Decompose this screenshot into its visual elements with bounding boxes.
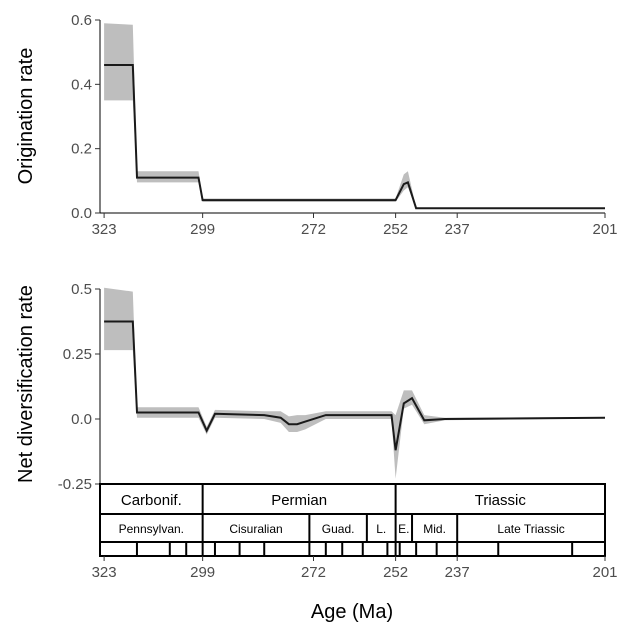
y-tick-label: -0.25	[58, 476, 92, 493]
y-tick-label: 0.6	[71, 12, 92, 29]
origination-rate-panel: 0.0 0.2 0.4 0.6 323 299 272 252 237 201 Originat…	[15, 12, 618, 238]
y-tick-label: 0.4	[71, 76, 92, 93]
origination-y-axis-title: Origination rate	[15, 48, 37, 185]
epoch-label: Pennsylvan.	[119, 522, 184, 536]
x-tick-label: 272	[301, 564, 326, 581]
x-tick-label: 252	[383, 564, 408, 581]
net-diversification-y-axis-title: Net diversification rate	[15, 285, 37, 483]
net-diversification-confidence-band	[104, 287, 605, 479]
timescale-frame	[99, 483, 606, 557]
y-tick-label: 0.5	[71, 281, 92, 298]
epoch-label: Cisuralian	[229, 522, 282, 536]
x-axis-title: Age (Ma)	[311, 601, 393, 623]
x-tick-label: 201	[592, 564, 617, 581]
net-diversification-rate-panel: -0.25 0.0 0.25 0.5 Net diversification rate	[15, 281, 606, 493]
epoch-label: E.	[398, 522, 409, 536]
x-tick-label: 299	[190, 221, 215, 238]
epoch-label: Guad.	[322, 522, 355, 536]
y-tick-label: 0.0	[71, 411, 92, 428]
y-tick-label: 0.0	[71, 205, 92, 222]
epoch-label: Mid.	[423, 522, 446, 536]
epoch-label: Late Triassic	[497, 522, 564, 536]
origination-confidence-band	[104, 23, 605, 209]
x-tick-label: 272	[301, 221, 326, 238]
net-diversification-rate-line	[104, 320, 606, 451]
period-label: Carbonif.	[121, 492, 182, 509]
origination-rate-line	[104, 64, 605, 210]
period-label: Triassic	[475, 492, 527, 509]
x-tick-label: 323	[92, 221, 117, 238]
x-tick-label: 323	[92, 564, 117, 581]
x-tick-label: 237	[445, 221, 470, 238]
period-label: Permian	[271, 492, 327, 509]
x-tick-label: 237	[445, 564, 470, 581]
x-tick-label: 201	[592, 221, 617, 238]
geologic-timescale: Carbonif. Permian Triassic Pennsylvan. Cisu…	[99, 483, 606, 557]
y-tick-label: 0.25	[63, 346, 92, 363]
x-tick-label: 299	[190, 564, 215, 581]
epoch-label: L.	[376, 522, 386, 536]
x-tick-label: 252	[383, 221, 408, 238]
y-tick-label: 0.2	[71, 141, 92, 158]
